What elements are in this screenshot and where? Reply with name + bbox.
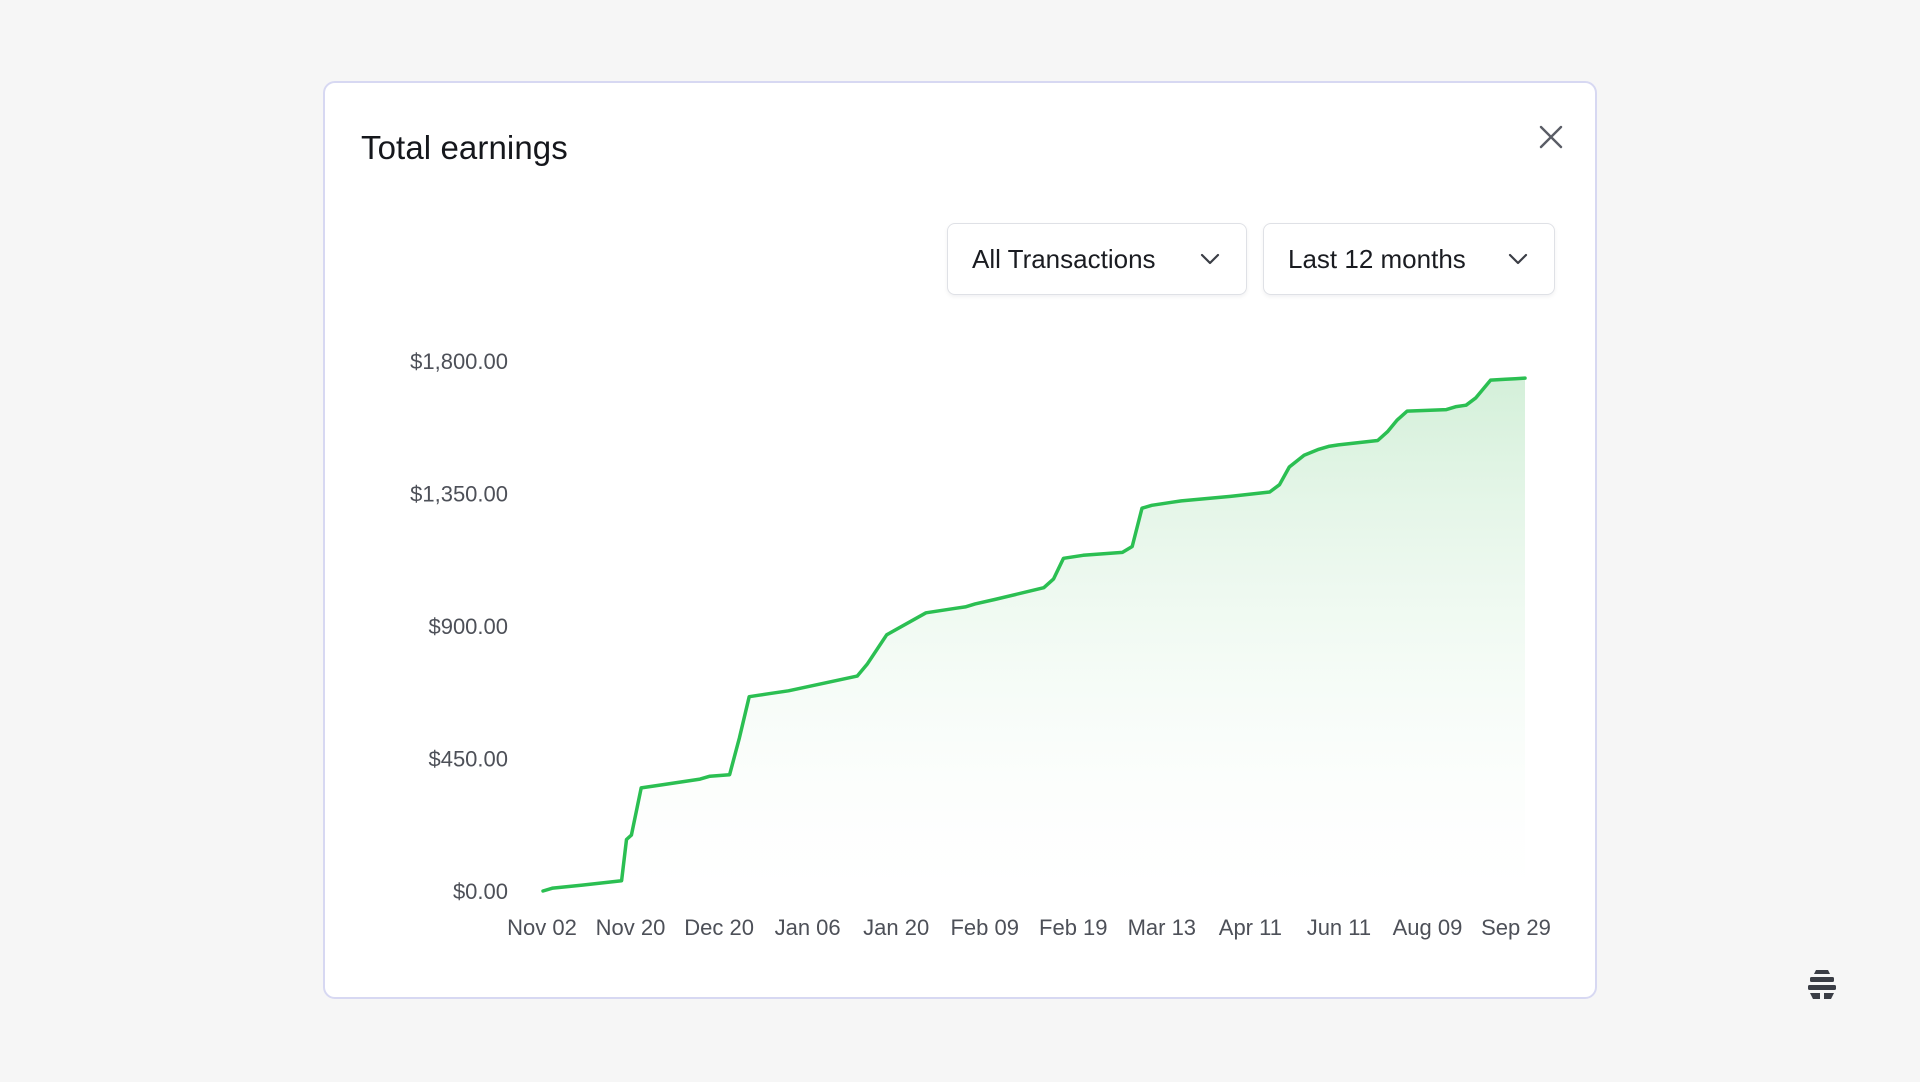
chevron-down-icon: [1508, 252, 1530, 266]
x-tick-label: Jan 06: [775, 915, 841, 940]
x-tick-label: Jun 11: [1307, 915, 1371, 940]
transactions-filter-value: All Transactions: [972, 243, 1156, 274]
y-tick-label: $0.00: [453, 879, 508, 904]
x-tick-label: Nov 20: [596, 915, 666, 940]
x-tick-label: Nov 02: [507, 915, 577, 940]
y-tick-label: $450.00: [428, 747, 508, 772]
earnings-line: [541, 376, 1527, 893]
y-tick-label: $900.00: [428, 614, 508, 639]
chevron-down-icon: [1200, 252, 1222, 266]
x-axis: Nov 02 Nov 20 Dec 20 Jan 06 Jan 20 Feb 09 Feb …: [507, 915, 1551, 940]
brand-logo-icon: [1804, 966, 1840, 1002]
close-button[interactable]: [1531, 117, 1571, 157]
x-tick-label: Aug 09: [1393, 915, 1463, 940]
close-icon: [1539, 125, 1563, 149]
total-earnings-modal: Total earnings All Transactions Last 12 …: [323, 81, 1597, 999]
x-tick-label: Mar 13: [1128, 915, 1196, 940]
modal-title: Total earnings: [361, 129, 568, 166]
earnings-chart: $0.00 $450.00 $900.00 $1,350.00 $1,800.00 No…: [410, 349, 1551, 940]
earnings-area: [543, 378, 1525, 892]
y-tick-label: $1,350.00: [410, 482, 508, 507]
x-tick-label: Apr 11: [1219, 915, 1282, 940]
y-axis: $0.00 $450.00 $900.00 $1,350.00 $1,800.00: [410, 349, 508, 904]
transactions-filter-dropdown[interactable]: All Transactions: [947, 223, 1247, 295]
period-filter-dropdown[interactable]: Last 12 months: [1263, 223, 1555, 295]
x-tick-label: Jan 20: [863, 915, 929, 940]
x-tick-label: Sep 29: [1481, 915, 1551, 940]
x-tick-label: Dec 20: [684, 915, 754, 940]
x-tick-label: Feb 19: [1039, 915, 1108, 940]
period-filter-value: Last 12 months: [1288, 243, 1466, 274]
y-tick-label: $1,800.00: [410, 349, 508, 374]
x-tick-label: Feb 09: [950, 915, 1019, 940]
